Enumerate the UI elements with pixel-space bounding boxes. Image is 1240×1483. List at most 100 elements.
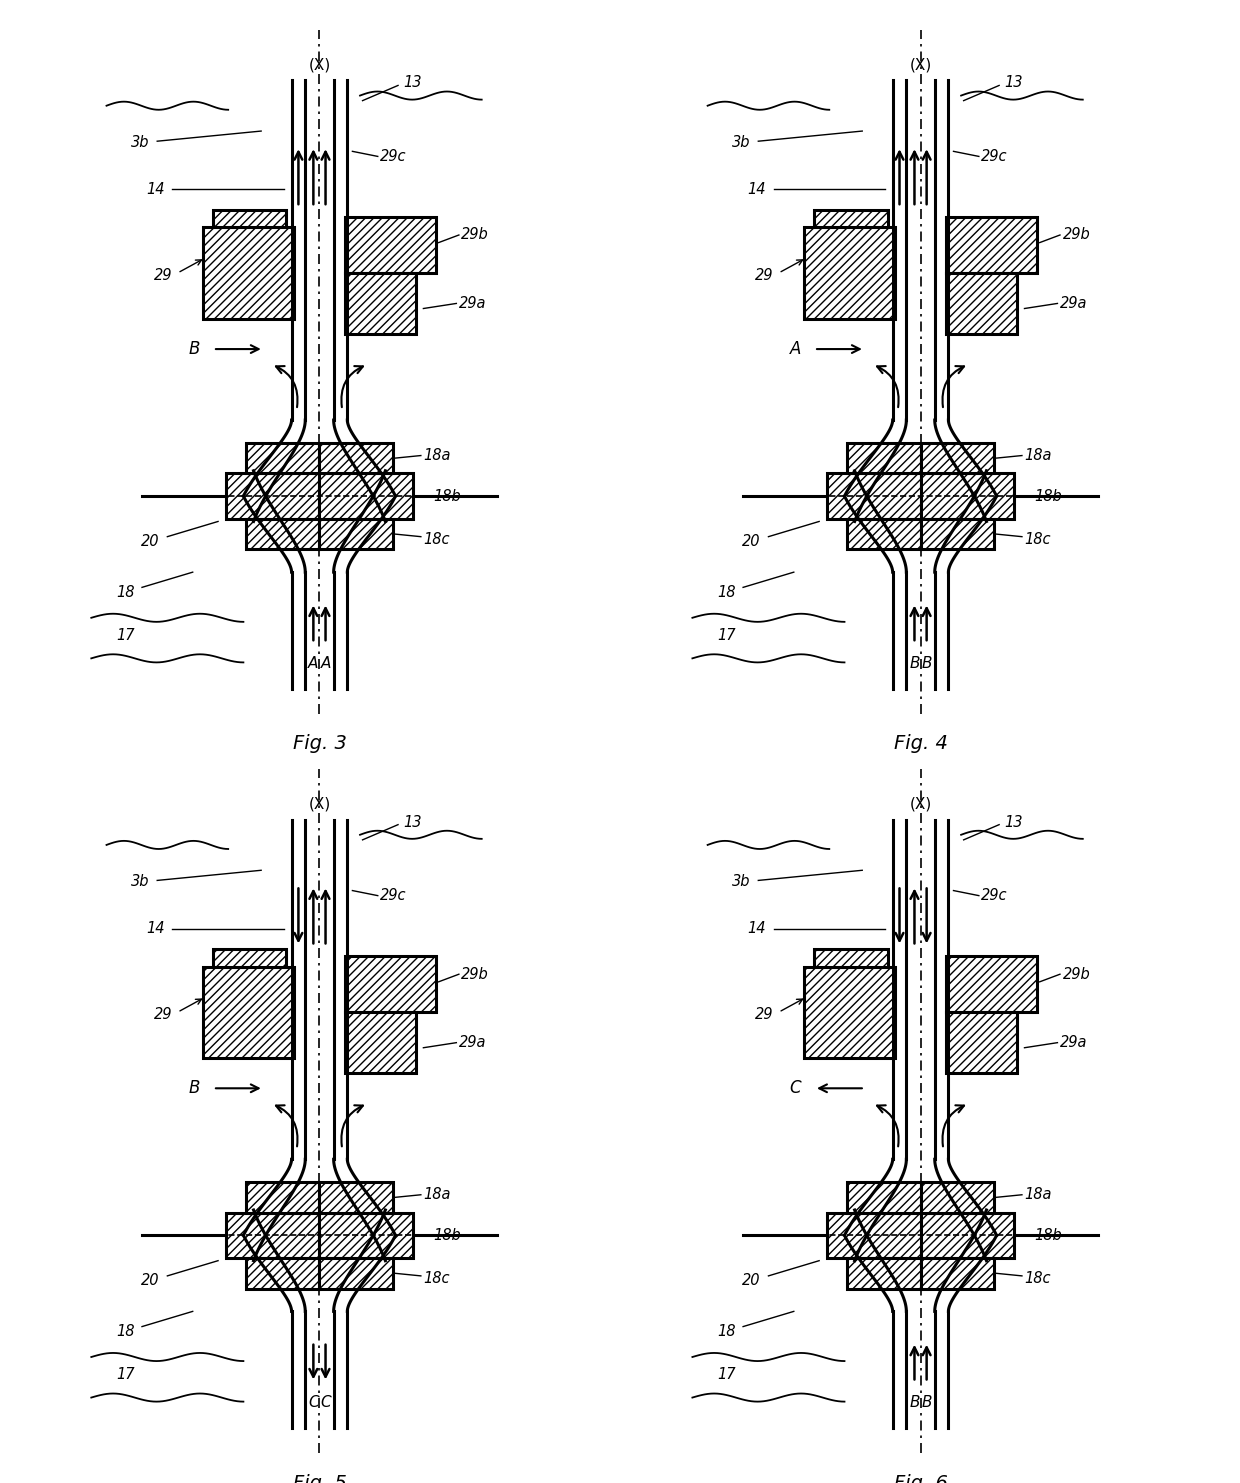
Bar <box>920 1258 994 1289</box>
Text: 17: 17 <box>115 1367 134 1382</box>
Text: 3b: 3b <box>131 873 150 888</box>
Text: 29a: 29a <box>1060 297 1087 311</box>
Text: 20: 20 <box>141 1274 160 1289</box>
Text: 14: 14 <box>146 921 165 936</box>
Text: B: B <box>188 1080 201 1097</box>
Bar <box>804 227 895 319</box>
Text: 17: 17 <box>717 627 735 644</box>
Bar <box>345 217 436 273</box>
Text: 18: 18 <box>717 1324 735 1339</box>
Bar <box>847 1182 920 1213</box>
Bar <box>920 1213 1014 1258</box>
Text: 20: 20 <box>141 534 160 549</box>
Text: 3b: 3b <box>732 873 750 888</box>
Text: C: C <box>790 1080 801 1097</box>
Text: 20: 20 <box>743 1274 761 1289</box>
Bar <box>804 967 895 1057</box>
Bar <box>920 473 1014 519</box>
Bar <box>320 443 393 473</box>
Text: 18c: 18c <box>423 532 450 547</box>
Text: Fig. 4: Fig. 4 <box>894 734 947 753</box>
Text: 13: 13 <box>403 76 422 90</box>
Bar <box>815 209 888 227</box>
Text: B: B <box>921 1396 932 1410</box>
Bar <box>847 1258 920 1289</box>
Text: 17: 17 <box>717 1367 735 1382</box>
Text: 29c: 29c <box>381 148 407 165</box>
Text: Fig. 5: Fig. 5 <box>293 1474 346 1483</box>
Bar <box>203 227 294 319</box>
Bar <box>815 949 888 967</box>
Text: Fig. 3: Fig. 3 <box>293 734 346 753</box>
Text: (X): (X) <box>309 58 331 73</box>
Bar <box>345 1013 415 1074</box>
Text: B: B <box>921 655 932 670</box>
Text: 18c: 18c <box>1024 1271 1052 1286</box>
Bar <box>226 1213 320 1258</box>
Bar <box>946 957 1037 1013</box>
Text: B: B <box>909 1396 920 1410</box>
Bar <box>320 519 393 549</box>
Bar <box>920 443 994 473</box>
Bar <box>827 1213 920 1258</box>
Bar <box>246 1182 320 1213</box>
Text: 18b: 18b <box>1034 1228 1063 1243</box>
Text: 18c: 18c <box>1024 532 1052 547</box>
Text: 13: 13 <box>1004 76 1023 90</box>
Text: 18b: 18b <box>434 488 461 504</box>
Bar <box>827 473 920 519</box>
Text: 14: 14 <box>146 182 165 197</box>
Text: 29b: 29b <box>1063 967 1090 982</box>
Text: B: B <box>188 340 201 357</box>
Text: 18b: 18b <box>434 1228 461 1243</box>
Text: 29b: 29b <box>461 967 489 982</box>
Text: 17: 17 <box>115 627 134 644</box>
Text: 29: 29 <box>154 268 172 283</box>
Text: 18b: 18b <box>1034 488 1063 504</box>
Bar <box>246 1258 320 1289</box>
Bar <box>946 273 1017 334</box>
Text: 18: 18 <box>717 584 735 601</box>
Bar <box>203 967 294 1057</box>
Text: 14: 14 <box>748 921 766 936</box>
Text: 29a: 29a <box>1060 1035 1087 1050</box>
Bar <box>345 273 415 334</box>
Bar <box>320 1213 413 1258</box>
Text: 18: 18 <box>115 584 134 601</box>
Text: 29c: 29c <box>981 888 1008 903</box>
Bar <box>320 1182 393 1213</box>
Bar <box>345 957 436 1013</box>
Text: 29a: 29a <box>459 297 486 311</box>
Text: 29b: 29b <box>1063 227 1090 243</box>
Text: 18c: 18c <box>423 1271 450 1286</box>
Text: B: B <box>909 655 920 670</box>
Text: 13: 13 <box>1004 814 1023 829</box>
Text: 20: 20 <box>743 534 761 549</box>
Text: 13: 13 <box>403 814 422 829</box>
Text: A: A <box>320 655 331 670</box>
Bar <box>320 1258 393 1289</box>
Text: 29: 29 <box>755 1007 774 1022</box>
Bar <box>246 519 320 549</box>
Text: (X): (X) <box>909 58 931 73</box>
Text: Fig. 6: Fig. 6 <box>894 1474 947 1483</box>
Text: C: C <box>320 1396 331 1410</box>
Text: (X): (X) <box>309 796 331 811</box>
Bar <box>213 209 286 227</box>
Bar <box>946 1013 1017 1074</box>
Text: 14: 14 <box>748 182 766 197</box>
Text: A: A <box>790 340 801 357</box>
Bar <box>847 519 920 549</box>
Text: 18a: 18a <box>1024 448 1052 463</box>
Text: A: A <box>309 655 319 670</box>
Text: 18a: 18a <box>1024 1188 1052 1203</box>
Bar <box>946 217 1037 273</box>
Text: 18a: 18a <box>423 448 451 463</box>
Bar <box>320 473 413 519</box>
Text: 3b: 3b <box>131 135 150 150</box>
Text: 29c: 29c <box>381 888 407 903</box>
Text: 29: 29 <box>755 268 774 283</box>
Text: 29c: 29c <box>981 148 1008 165</box>
Text: 18: 18 <box>115 1324 134 1339</box>
Text: 3b: 3b <box>732 135 750 150</box>
